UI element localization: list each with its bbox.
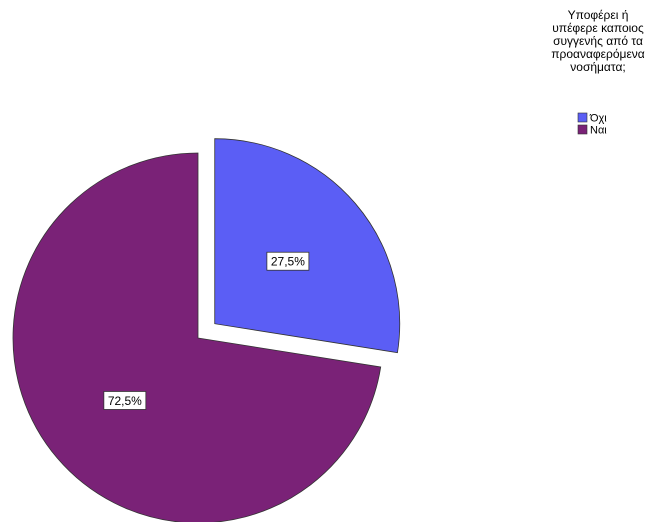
pie-data-label: 72,5%	[103, 391, 147, 410]
pie-slices	[12, 138, 401, 524]
pie-data-label: 27,5%	[266, 251, 310, 271]
pie-data-label-box	[103, 391, 147, 410]
legend-title-line: νοσήματα;	[570, 60, 625, 74]
legend-title-line: υπέφερε καποιος	[552, 21, 644, 35]
pie-data-label-text: 27,5%	[271, 255, 305, 269]
legend-label: Όχι	[589, 113, 607, 125]
legend-swatch	[577, 112, 588, 123]
legend-label: Ναι	[590, 125, 607, 137]
pie-slice-ochi	[214, 138, 401, 354]
legend-title-line: συγγενής από τα	[553, 34, 643, 48]
legend-item: Ναι	[577, 124, 607, 137]
legend-swatch	[577, 124, 588, 135]
legend-title-line: προαναφερόμενα	[551, 47, 645, 61]
pie-data-label-text: 72,5%	[108, 394, 142, 408]
pie-slice-nai	[12, 152, 382, 524]
pie-data-label-box	[266, 251, 310, 271]
pie-data-labels: 27,5% 72,5%	[103, 251, 310, 410]
legend-item: Όχι	[577, 112, 607, 125]
legend-title-line: Υποφέρει ή	[568, 8, 629, 22]
